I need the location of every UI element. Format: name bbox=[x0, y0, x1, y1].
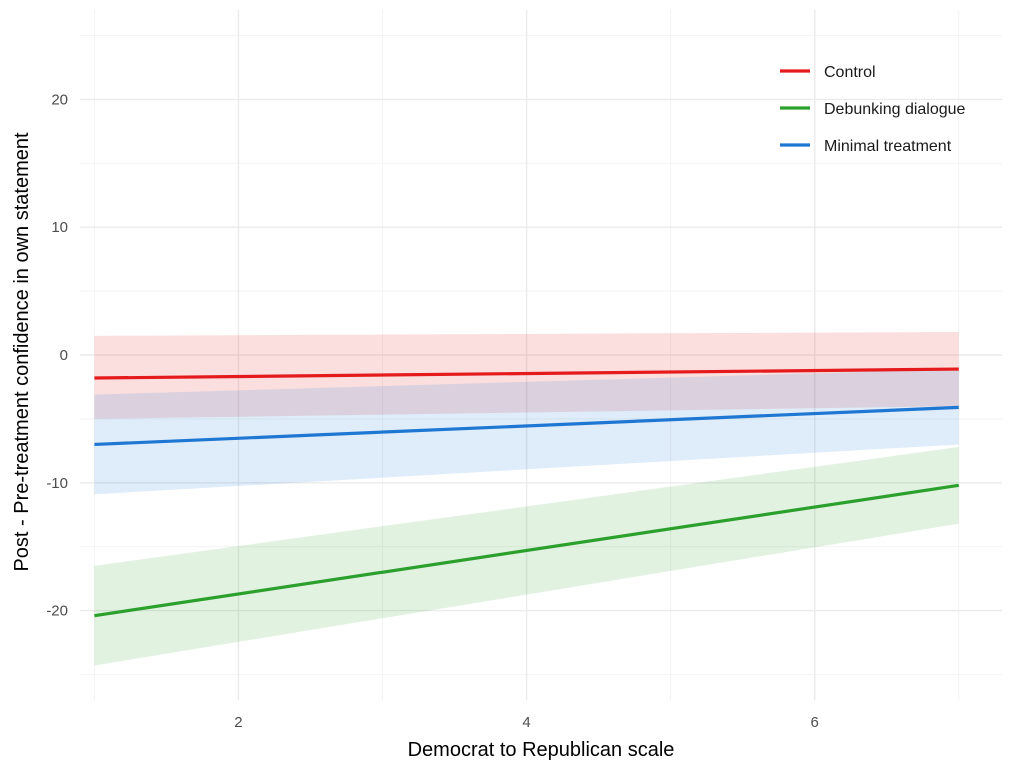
y-axis-title: Post - Pre-treatment confidence in own s… bbox=[11, 132, 33, 572]
y-tick-label: 20 bbox=[51, 91, 68, 108]
legend-label: Debunking dialogue bbox=[824, 101, 966, 118]
x-tick-label: 6 bbox=[811, 714, 819, 731]
minimal-treatment-confidence-band bbox=[94, 369, 959, 495]
y-tick-label: 0 bbox=[60, 347, 68, 364]
x-tick-label: 2 bbox=[234, 714, 242, 731]
series-lines bbox=[94, 367, 960, 618]
legend-label: Minimal treatment bbox=[824, 138, 952, 155]
y-tick-label: -20 bbox=[46, 603, 68, 620]
legend-item-minimal-treatment: Minimal treatment bbox=[780, 138, 952, 155]
grid bbox=[80, 10, 1002, 700]
x-tick-label: 4 bbox=[522, 714, 530, 731]
confidence-bands bbox=[94, 332, 959, 666]
minimal-treatment-line bbox=[94, 405, 959, 447]
x-axis-ticks: 2 4 6 bbox=[234, 714, 819, 731]
control-confidence-band bbox=[94, 332, 959, 419]
y-axis-ticks: -20 -10 0 10 20 bbox=[46, 91, 68, 619]
legend-item-control: Control bbox=[780, 64, 876, 81]
control-line bbox=[94, 367, 959, 380]
debunking-dialogue-line bbox=[94, 483, 960, 618]
y-tick-label: 10 bbox=[51, 219, 68, 236]
debunking-dialogue-confidence-band bbox=[94, 447, 959, 666]
x-axis-title: Democrat to Republican scale bbox=[408, 739, 675, 761]
legend-item-debunking-dialogue: Debunking dialogue bbox=[780, 101, 966, 118]
legend: Control Debunking dialogue Minimal treatme… bbox=[780, 64, 966, 155]
legend-label: Control bbox=[824, 64, 876, 81]
y-tick-label: -10 bbox=[46, 475, 68, 492]
